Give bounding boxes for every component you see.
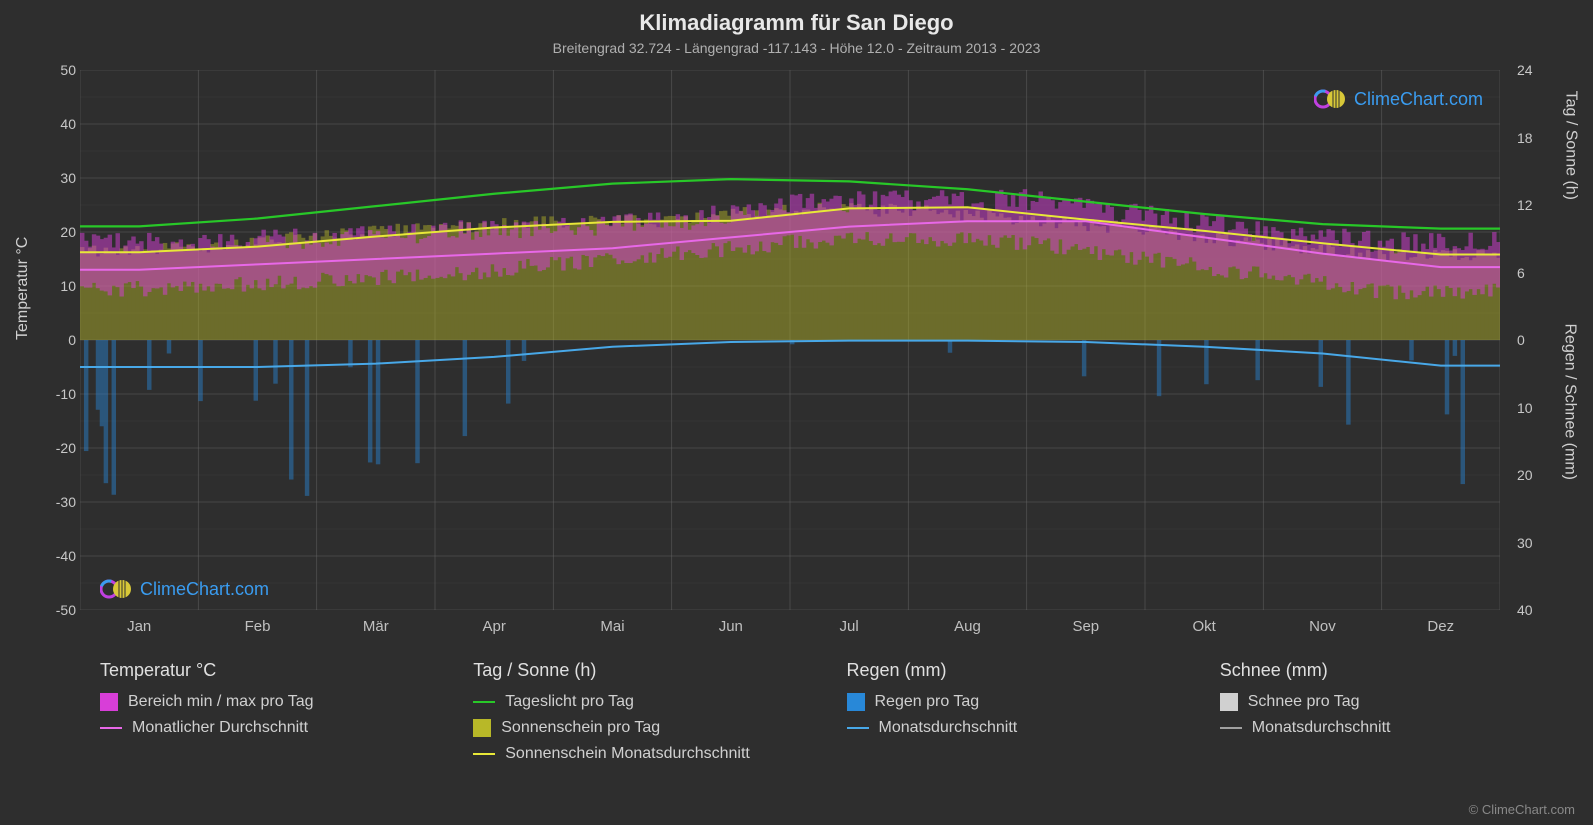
y-tick-left: -10 bbox=[44, 386, 76, 402]
legend-item-label: Regen pro Tag bbox=[875, 693, 980, 711]
legend-item-label: Monatlicher Durchschnitt bbox=[132, 719, 308, 737]
legend-item: Schnee pro Tag bbox=[1220, 693, 1553, 711]
legend-item: Regen pro Tag bbox=[847, 693, 1180, 711]
legend-group: Tag / Sonne (h) Tageslicht pro Tag Sonnens… bbox=[473, 660, 806, 771]
y-tick-right-hours: 12 bbox=[1517, 197, 1549, 213]
legend-item: Monatlicher Durchschnitt bbox=[100, 719, 433, 737]
legend-item-label: Tageslicht pro Tag bbox=[505, 693, 634, 711]
y-tick-left: -30 bbox=[44, 494, 76, 510]
logo-icon bbox=[1314, 88, 1348, 110]
legend-item: Sonnenschein pro Tag bbox=[473, 719, 806, 737]
logo-text: ClimeChart.com bbox=[1354, 89, 1483, 110]
y-tick-left: 20 bbox=[44, 224, 76, 240]
x-axis-labels: JanFebMärAprMaiJunJulAugSepOktNovDez bbox=[80, 618, 1500, 638]
y-tick-left: 10 bbox=[44, 278, 76, 294]
legend-item-label: Bereich min / max pro Tag bbox=[128, 693, 314, 711]
y-tick-right-hours: 6 bbox=[1517, 265, 1549, 281]
x-axis-label: Sep bbox=[1027, 618, 1145, 638]
climate-chart: Klimadiagramm für San Diego Breitengrad … bbox=[0, 0, 1593, 825]
y-tick-right-mm: 20 bbox=[1517, 467, 1549, 483]
legend-group-title: Schnee (mm) bbox=[1220, 660, 1553, 681]
logo-icon bbox=[100, 578, 134, 600]
y-axis-right-top-label: Tag / Sonne (h) bbox=[1561, 91, 1579, 200]
legend-item-label: Schnee pro Tag bbox=[1248, 693, 1360, 711]
legend-group: Schnee (mm) Schnee pro Tag Monatsdurchschn… bbox=[1220, 660, 1553, 771]
legend-swatch-icon bbox=[847, 693, 865, 711]
legend-group-title: Regen (mm) bbox=[847, 660, 1180, 681]
plot-area bbox=[80, 70, 1500, 610]
x-axis-label: Dez bbox=[1382, 618, 1500, 638]
x-axis-label: Jan bbox=[80, 618, 198, 638]
legend-item-label: Monatsdurchschnitt bbox=[879, 719, 1018, 737]
legend-item: Monatsdurchschnitt bbox=[847, 719, 1180, 737]
x-axis-label: Apr bbox=[435, 618, 553, 638]
legend-line-icon bbox=[473, 753, 495, 755]
legend-swatch-icon bbox=[1220, 693, 1238, 711]
x-axis-label: Feb bbox=[198, 618, 316, 638]
legend-line-icon bbox=[1220, 727, 1242, 729]
legend-group: Regen (mm) Regen pro Tag Monatsdurchschnit… bbox=[847, 660, 1180, 771]
y-tick-right-hours: 18 bbox=[1517, 130, 1549, 146]
x-axis-label: Mai bbox=[553, 618, 671, 638]
chart-legend: Temperatur °C Bereich min / max pro Tag Mo… bbox=[100, 660, 1553, 771]
y-axis-left-label: Temperatur °C bbox=[14, 237, 32, 340]
legend-line-icon bbox=[473, 701, 495, 703]
legend-item-label: Monatsdurchschnitt bbox=[1252, 719, 1391, 737]
x-axis-label: Jun bbox=[672, 618, 790, 638]
x-axis-label: Okt bbox=[1145, 618, 1263, 638]
y-tick-right-hours: 0 bbox=[1517, 332, 1549, 348]
x-axis-label: Mär bbox=[317, 618, 435, 638]
y-tick-right-mm: 30 bbox=[1517, 535, 1549, 551]
legend-group: Temperatur °C Bereich min / max pro Tag Mo… bbox=[100, 660, 433, 771]
y-tick-left: -40 bbox=[44, 548, 76, 564]
chart-title: Klimadiagramm für San Diego bbox=[0, 10, 1593, 36]
legend-swatch-icon bbox=[100, 693, 118, 711]
y-tick-left: 50 bbox=[44, 62, 76, 78]
y-tick-right-mm: 10 bbox=[1517, 400, 1549, 416]
x-axis-label: Aug bbox=[908, 618, 1026, 638]
y-tick-left: 40 bbox=[44, 116, 76, 132]
plot-svg bbox=[80, 70, 1500, 610]
credit-text: © ClimeChart.com bbox=[1469, 802, 1575, 817]
legend-item-label: Sonnenschein pro Tag bbox=[501, 719, 660, 737]
logo-watermark-top: ClimeChart.com bbox=[1314, 88, 1483, 110]
legend-line-icon bbox=[847, 727, 869, 729]
logo-text: ClimeChart.com bbox=[140, 579, 269, 600]
logo-watermark-bottom: ClimeChart.com bbox=[100, 578, 269, 600]
y-tick-right-hours: 24 bbox=[1517, 62, 1549, 78]
chart-subtitle: Breitengrad 32.724 - Längengrad -117.143… bbox=[0, 40, 1593, 56]
x-axis-label: Jul bbox=[790, 618, 908, 638]
legend-line-icon bbox=[100, 727, 122, 729]
y-axis-right-bottom-label: Regen / Schnee (mm) bbox=[1561, 323, 1579, 480]
legend-item: Bereich min / max pro Tag bbox=[100, 693, 433, 711]
y-tick-left: -50 bbox=[44, 602, 76, 618]
legend-item-label: Sonnenschein Monatsdurchschnitt bbox=[505, 745, 750, 763]
y-tick-left: -20 bbox=[44, 440, 76, 456]
y-tick-left: 0 bbox=[44, 332, 76, 348]
legend-item: Monatsdurchschnitt bbox=[1220, 719, 1553, 737]
x-axis-label: Nov bbox=[1263, 618, 1381, 638]
legend-item: Sonnenschein Monatsdurchschnitt bbox=[473, 745, 806, 763]
y-tick-left: 30 bbox=[44, 170, 76, 186]
legend-item: Tageslicht pro Tag bbox=[473, 693, 806, 711]
legend-group-title: Temperatur °C bbox=[100, 660, 433, 681]
y-tick-right-mm: 40 bbox=[1517, 602, 1549, 618]
legend-group-title: Tag / Sonne (h) bbox=[473, 660, 806, 681]
legend-swatch-icon bbox=[473, 719, 491, 737]
